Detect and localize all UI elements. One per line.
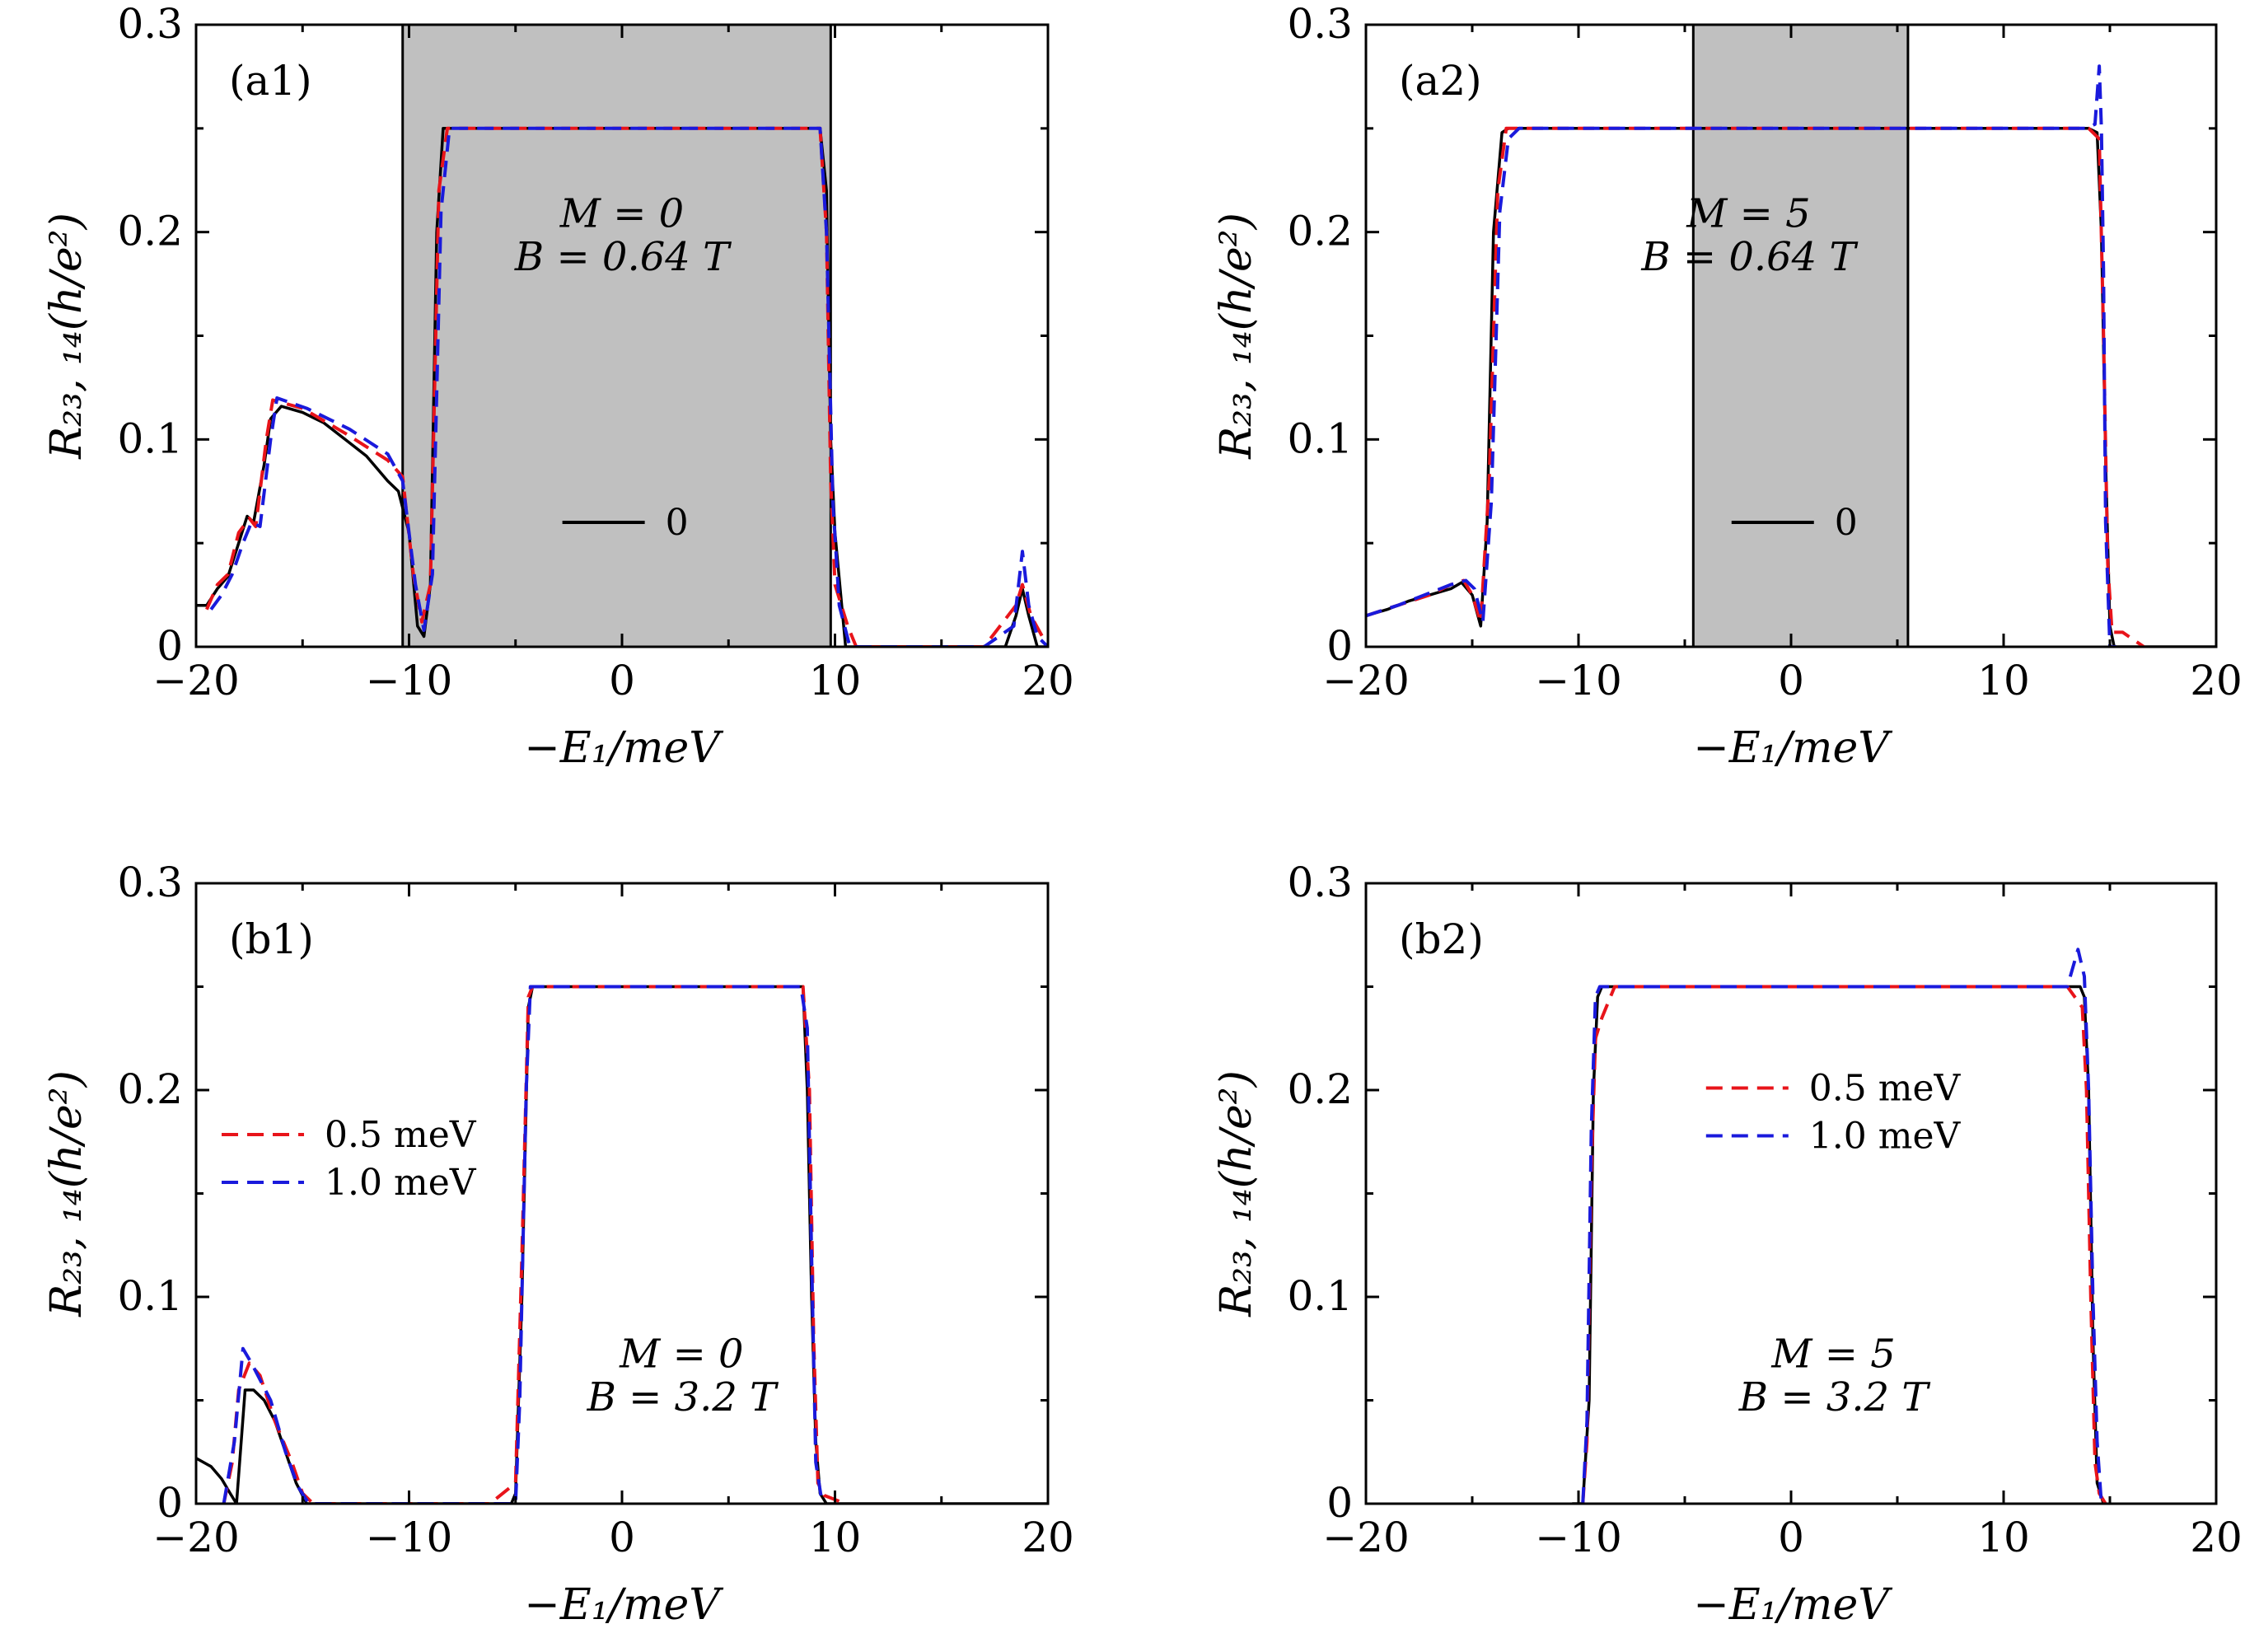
- series-group: [1572, 948, 2107, 1504]
- panel-a1: −20 −10 0 10 20 0 0.1 0.2 0.3 −E₁/meV R₂₃, ₁₄(h/e²…: [42, 0, 1074, 773]
- shaded-region: [1691, 23, 1910, 648]
- panel-label: (b2): [1399, 915, 1484, 963]
- y-tick-label: 0.2: [117, 1065, 183, 1113]
- series-line-blue: [209, 126, 1048, 647]
- x-tick-label: 20: [1022, 657, 1074, 704]
- panel-label: (a1): [229, 57, 312, 105]
- y-tick-label: 0: [157, 622, 183, 670]
- x-axis-title: −E₁/meV: [524, 723, 723, 773]
- y-axis-title: R₂₃, ₁₄(h/e²): [1212, 213, 1261, 460]
- x-tick-label: 0: [609, 657, 635, 704]
- legend: 0: [562, 502, 689, 544]
- x-tick-label: −10: [366, 657, 453, 704]
- y-tick-label: 0.3: [117, 859, 183, 906]
- x-tick-label: −20: [1322, 657, 1410, 704]
- annotation-b: B = 3.2 T: [1738, 1374, 1931, 1420]
- panel-a2: −20 −10 0 10 20 0 0.1 0.2 0.3 −E₁/meV R₂₃, ₁₄(h/e²…: [1212, 0, 2243, 773]
- series-line-black: [196, 127, 1048, 647]
- series-line-red: [222, 985, 847, 1504]
- legend-label: 1.0 meV: [325, 1162, 477, 1204]
- panel-label: (b1): [229, 915, 314, 963]
- x-axis-title: −E₁/meV: [524, 1580, 723, 1630]
- legend: 0.5 meV 1.0 meV: [222, 1114, 477, 1204]
- legend-label: 1.0 meV: [1809, 1115, 1962, 1157]
- x-tick-label: 10: [809, 1514, 862, 1561]
- y-tick-label: 0.2: [117, 208, 183, 255]
- y-axis-title: R₂₃, ₁₄(h/e²): [42, 1070, 91, 1317]
- annotation-m: M = 5: [1770, 1331, 1895, 1377]
- x-tick-label: 0: [1778, 657, 1804, 704]
- y-tick-label: 0.1: [1287, 1272, 1353, 1320]
- legend-label: 0.5 meV: [1809, 1067, 1962, 1109]
- x-tick-label: −10: [366, 1514, 453, 1561]
- legend: 0.5 meV 1.0 meV: [1705, 1067, 1962, 1157]
- y-tick-label: 0.3: [1287, 0, 1353, 48]
- shaded-region: [401, 23, 832, 648]
- y-tick-label: 0: [1326, 1479, 1353, 1527]
- y-tick-label: 0.3: [117, 0, 183, 48]
- y-tick-label: 0.1: [117, 1272, 183, 1320]
- x-tick-label: −10: [1535, 657, 1622, 704]
- y-tick-label: 0: [157, 1479, 183, 1527]
- x-tick-label: 10: [809, 657, 862, 704]
- series-group: [1366, 64, 2216, 647]
- panel-b2: −20 −10 0 10 20 0 0.1 0.2 0.3 −E₁/meV R₂₃, ₁₄(h/e²…: [1212, 859, 2243, 1630]
- x-tick-label: 10: [1977, 1514, 2030, 1561]
- x-tick-label: −20: [1322, 1514, 1410, 1561]
- x-axis-title: −E₁/meV: [1693, 723, 1892, 773]
- x-tick-label: −20: [152, 657, 240, 704]
- y-tick-label: 0.1: [117, 414, 183, 462]
- annotation-m: M = 5: [1686, 190, 1810, 236]
- x-tick-label: 20: [2190, 657, 2243, 704]
- annotation-m: M = 0: [619, 1331, 743, 1377]
- x-tick-label: −20: [152, 1514, 240, 1561]
- y-tick-label: 0: [1326, 622, 1353, 670]
- series-line-red: [205, 126, 1048, 647]
- legend-label: 0: [1835, 502, 1858, 544]
- series-line-blue: [1581, 948, 2103, 1504]
- y-tick-label: 0.2: [1287, 1065, 1353, 1113]
- x-tick-label: 20: [2190, 1514, 2243, 1561]
- legend-label: 0: [666, 502, 689, 544]
- panel-label: (a2): [1399, 57, 1482, 105]
- series-group: [196, 126, 1048, 647]
- panel-b1: −20 −10 0 10 20 0 0.1 0.2 0.3 −E₁/meV R₂₃, ₁₄(h/e²…: [42, 859, 1074, 1630]
- x-tick-label: 20: [1022, 1514, 1074, 1561]
- x-tick-label: 0: [1778, 1514, 1804, 1561]
- legend: 0: [1731, 502, 1858, 544]
- y-axis-title: R₂₃, ₁₄(h/e²): [42, 213, 91, 460]
- y-tick-label: 0.2: [1287, 208, 1353, 255]
- legend-label: 0.5 meV: [325, 1114, 477, 1156]
- annotation-b: B = 0.64 T: [1640, 234, 1858, 280]
- series-line-blue: [1366, 64, 2116, 647]
- x-tick-label: 10: [1977, 657, 2030, 704]
- series-group: [196, 985, 1048, 1504]
- x-tick-label: −10: [1535, 1514, 1622, 1561]
- annotation-m: M = 0: [559, 190, 684, 236]
- x-axis-title: −E₁/meV: [1693, 1580, 1892, 1630]
- y-tick-label: 0.3: [1287, 859, 1353, 906]
- x-tick-label: 0: [609, 1514, 635, 1561]
- series-line-blue: [222, 985, 824, 1504]
- y-tick-label: 0.1: [1287, 414, 1353, 462]
- annotation-b: B = 0.64 T: [514, 234, 732, 280]
- annotation-b: B = 3.2 T: [587, 1374, 779, 1420]
- y-axis-title: R₂₃, ₁₄(h/e²): [1212, 1070, 1261, 1317]
